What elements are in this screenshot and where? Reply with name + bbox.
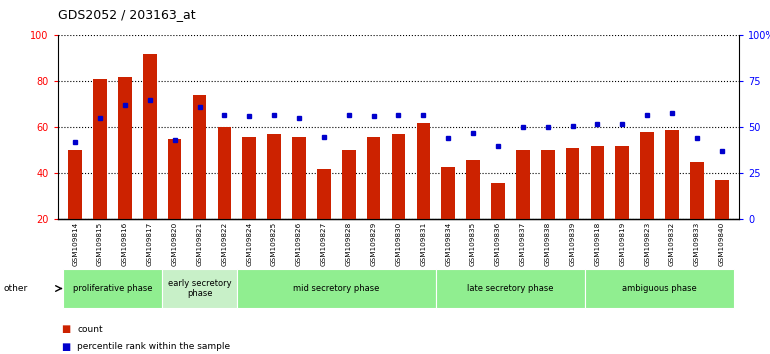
Text: late secretory phase: late secretory phase	[467, 284, 554, 293]
Bar	[516, 150, 530, 219]
Text: percentile rank within the sample: percentile rank within the sample	[77, 342, 230, 352]
Bar	[317, 169, 330, 219]
Text: GSM109838: GSM109838	[544, 222, 551, 266]
Text: proliferative phase: proliferative phase	[72, 284, 152, 293]
Text: GSM109832: GSM109832	[669, 222, 675, 266]
Text: GSM109830: GSM109830	[396, 222, 401, 266]
Bar	[441, 166, 455, 219]
Text: GSM109825: GSM109825	[271, 222, 277, 266]
Bar	[93, 79, 107, 219]
Text: GSM109837: GSM109837	[520, 222, 526, 266]
Bar	[218, 127, 231, 219]
Bar	[615, 146, 629, 219]
Text: ■: ■	[62, 342, 71, 352]
Text: GSM109831: GSM109831	[420, 222, 427, 266]
Bar	[585, 269, 735, 308]
Bar	[118, 77, 132, 219]
Bar	[342, 150, 356, 219]
Text: GSM109836: GSM109836	[495, 222, 501, 266]
Text: GSM109840: GSM109840	[718, 222, 725, 266]
Bar	[690, 162, 704, 219]
Bar	[436, 269, 585, 308]
Text: other: other	[4, 284, 28, 293]
Bar	[467, 160, 480, 219]
Text: GSM109827: GSM109827	[321, 222, 326, 266]
Text: GSM109820: GSM109820	[172, 222, 178, 266]
Bar	[641, 132, 654, 219]
Bar	[715, 181, 728, 219]
Bar	[62, 269, 162, 308]
Bar	[541, 150, 554, 219]
Bar	[491, 183, 505, 219]
Bar	[292, 137, 306, 219]
Text: GDS2052 / 203163_at: GDS2052 / 203163_at	[58, 8, 196, 21]
Text: GSM109834: GSM109834	[445, 222, 451, 266]
Text: GSM109816: GSM109816	[122, 222, 128, 266]
Bar	[192, 95, 206, 219]
Bar	[69, 150, 82, 219]
Bar	[162, 269, 237, 308]
Text: GSM109828: GSM109828	[346, 222, 352, 266]
Bar	[367, 137, 380, 219]
Text: GSM109829: GSM109829	[370, 222, 377, 266]
Text: GSM109821: GSM109821	[196, 222, 203, 266]
Text: GSM109817: GSM109817	[147, 222, 152, 266]
Text: GSM109833: GSM109833	[694, 222, 700, 266]
Text: mid secretory phase: mid secretory phase	[293, 284, 380, 293]
Bar	[566, 148, 579, 219]
Text: GSM109824: GSM109824	[246, 222, 253, 266]
Text: ambiguous phase: ambiguous phase	[622, 284, 697, 293]
Text: GSM109815: GSM109815	[97, 222, 103, 266]
Text: GSM109826: GSM109826	[296, 222, 302, 266]
Text: early secretory
phase: early secretory phase	[168, 279, 231, 298]
Bar	[591, 146, 604, 219]
Bar	[168, 139, 182, 219]
Bar	[143, 54, 156, 219]
Bar	[237, 269, 436, 308]
Bar	[417, 123, 430, 219]
Bar	[267, 134, 281, 219]
Text: GSM109835: GSM109835	[470, 222, 476, 266]
Text: GSM109818: GSM109818	[594, 222, 601, 266]
Text: count: count	[77, 325, 102, 334]
Bar	[392, 134, 405, 219]
Bar	[665, 130, 679, 219]
Text: GSM109814: GSM109814	[72, 222, 79, 266]
Bar	[243, 137, 256, 219]
Text: GSM109839: GSM109839	[570, 222, 575, 266]
Text: GSM109819: GSM109819	[619, 222, 625, 266]
Text: ■: ■	[62, 324, 71, 334]
Text: GSM109822: GSM109822	[222, 222, 227, 266]
Text: GSM109823: GSM109823	[644, 222, 650, 266]
